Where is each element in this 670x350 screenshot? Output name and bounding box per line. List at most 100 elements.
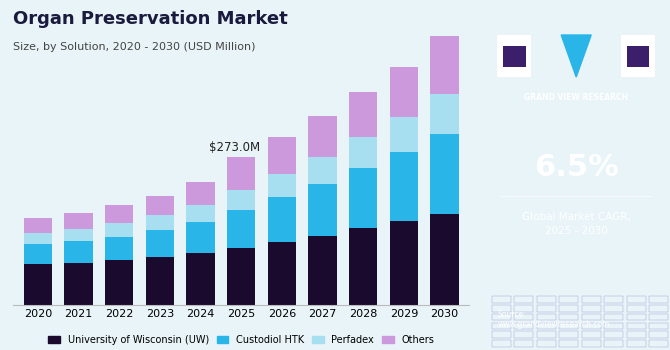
Bar [64, 241, 92, 262]
Bar [649, 331, 668, 338]
Bar [582, 305, 600, 312]
Text: 6.5%: 6.5% [534, 154, 618, 182]
Text: Size, by Solution, 2020 - 2030 (USD Million): Size, by Solution, 2020 - 2030 (USD Mill… [13, 42, 256, 52]
Bar [559, 305, 578, 312]
Bar [559, 340, 578, 346]
Bar [492, 314, 511, 320]
Bar [649, 323, 668, 329]
Bar [23, 218, 52, 233]
Bar [64, 214, 92, 229]
Text: $273.0M: $273.0M [208, 141, 260, 154]
Bar [582, 296, 600, 303]
Bar [64, 262, 92, 304]
Bar [64, 229, 92, 241]
Bar [430, 214, 459, 304]
Bar [627, 331, 646, 338]
Bar [390, 221, 418, 304]
Bar [627, 323, 646, 329]
Bar [492, 296, 511, 303]
Bar [537, 331, 555, 338]
Bar [227, 190, 255, 210]
Bar [649, 314, 668, 320]
Bar [145, 215, 174, 230]
Bar [492, 340, 511, 346]
Bar [308, 184, 337, 236]
Bar [492, 331, 511, 338]
Bar [582, 331, 600, 338]
Bar [627, 340, 646, 346]
Bar [627, 314, 646, 320]
Bar [186, 182, 215, 205]
Bar [515, 340, 533, 346]
Bar [267, 137, 296, 174]
Bar [145, 230, 174, 257]
Bar [186, 205, 215, 222]
Bar [515, 323, 533, 329]
Bar [308, 157, 337, 184]
Bar [537, 305, 555, 312]
Text: Organ Preservation Market: Organ Preservation Market [13, 10, 288, 28]
Bar [105, 205, 133, 223]
Bar [604, 296, 623, 303]
Bar [537, 340, 555, 346]
Bar [515, 314, 533, 320]
Bar [390, 67, 418, 117]
Bar [515, 305, 533, 312]
Bar [515, 331, 533, 338]
Bar [492, 323, 511, 329]
Legend: University of Wisconsin (UW), Custodiol HTK, Perfadex, Others: University of Wisconsin (UW), Custodiol … [44, 331, 438, 349]
Bar [604, 305, 623, 312]
FancyBboxPatch shape [621, 35, 655, 77]
Bar [649, 296, 668, 303]
FancyBboxPatch shape [503, 46, 525, 66]
Bar [430, 134, 459, 214]
Bar [537, 296, 555, 303]
Bar [582, 314, 600, 320]
Bar [390, 152, 418, 221]
Bar [308, 236, 337, 304]
Bar [559, 314, 578, 320]
FancyBboxPatch shape [497, 35, 531, 77]
Bar [604, 331, 623, 338]
Bar [349, 92, 377, 137]
Bar [23, 244, 52, 264]
Bar [349, 228, 377, 304]
FancyBboxPatch shape [627, 46, 649, 66]
Bar [145, 196, 174, 215]
Text: Global Market CAGR,
2025 - 2030: Global Market CAGR, 2025 - 2030 [522, 212, 630, 236]
Bar [537, 314, 555, 320]
Bar [267, 174, 296, 197]
Bar [649, 305, 668, 312]
Bar [559, 331, 578, 338]
Bar [430, 94, 459, 134]
Text: GRAND VIEW RESEARCH: GRAND VIEW RESEARCH [524, 93, 628, 103]
Bar [604, 323, 623, 329]
Bar [604, 340, 623, 346]
Bar [105, 237, 133, 260]
Bar [186, 253, 215, 304]
Bar [186, 222, 215, 253]
Bar [390, 117, 418, 152]
Bar [23, 233, 52, 244]
Bar [105, 223, 133, 237]
Polygon shape [561, 35, 591, 77]
Bar [627, 296, 646, 303]
Bar [145, 257, 174, 304]
Bar [582, 340, 600, 346]
Bar [649, 340, 668, 346]
Bar [23, 264, 52, 304]
Bar [627, 305, 646, 312]
Bar [559, 323, 578, 329]
Bar [515, 296, 533, 303]
Bar [267, 197, 296, 241]
Bar [227, 210, 255, 248]
Text: Source:
www.grandviewresearch.com: Source: www.grandviewresearch.com [497, 310, 610, 329]
Bar [227, 248, 255, 304]
Bar [604, 314, 623, 320]
Bar [267, 241, 296, 304]
Bar [349, 137, 377, 168]
Bar [308, 116, 337, 157]
Bar [105, 260, 133, 304]
Bar [349, 168, 377, 228]
Bar [492, 305, 511, 312]
